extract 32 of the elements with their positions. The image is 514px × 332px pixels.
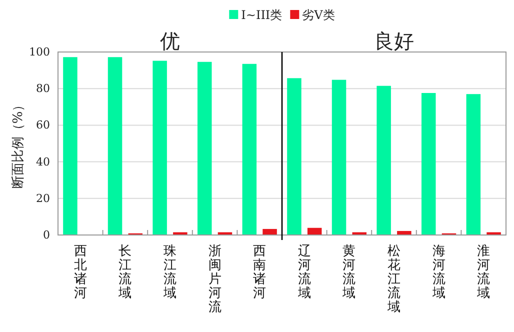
bar	[197, 62, 212, 235]
x-tick-label: 浙闽片河流	[208, 244, 222, 315]
y-tick-label: 80	[36, 82, 50, 96]
x-tick-label: 松花江流域	[386, 244, 400, 315]
bar	[242, 64, 257, 235]
bar	[108, 57, 122, 235]
legend-label: I~III类	[241, 8, 282, 22]
bar	[152, 60, 167, 235]
x-tick-label: 珠江流域	[162, 244, 176, 301]
y-tick-label: 100	[29, 46, 50, 59]
y-tick-label: 40	[36, 155, 50, 168]
y-tick-label: 0	[43, 228, 50, 242]
x-tick-label: 辽河流域	[296, 244, 311, 301]
bar	[262, 228, 277, 235]
x-tick-label: 长江流域	[118, 244, 132, 301]
bar	[332, 80, 346, 235]
legend-label: 劣V类	[302, 8, 335, 22]
y-tick-label: 20	[36, 192, 50, 205]
y-tick-label: 60	[36, 118, 50, 132]
x-tick-label: 海河流域	[431, 244, 446, 301]
x-tick-label: 黄河流域	[342, 244, 356, 301]
y-axis-title: 断面比例（%）	[11, 98, 26, 189]
annotation: 良好	[374, 29, 414, 53]
bar	[376, 86, 391, 235]
x-tick-label: 西南诸河	[253, 244, 266, 301]
bar	[421, 92, 436, 235]
bar	[63, 57, 78, 235]
x-tick-label: 西北诸河	[74, 244, 87, 301]
x-tick-label: 淮河流域	[476, 244, 490, 301]
annotation: 优	[160, 29, 180, 53]
bar	[466, 94, 481, 235]
bar	[287, 78, 302, 235]
